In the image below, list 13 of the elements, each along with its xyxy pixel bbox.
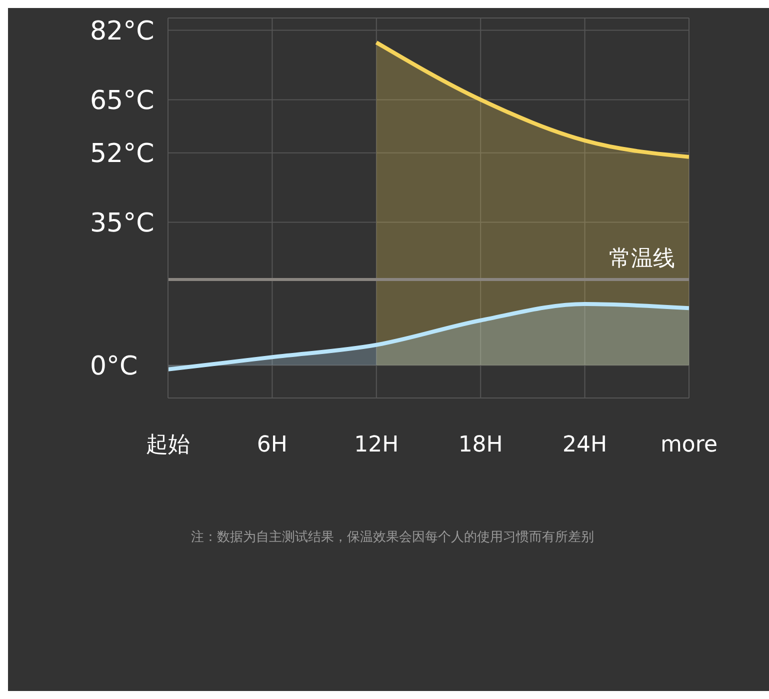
x-tick-label: 18H bbox=[458, 432, 503, 458]
y-tick-label: 35°C bbox=[90, 208, 154, 239]
y-tick-label: 65°C bbox=[90, 86, 154, 116]
x-tick-label: 12H bbox=[354, 432, 399, 458]
text: 注：数据为自主测试结果，保温效果会因每个人的使用习惯而有所差别 bbox=[190, 529, 595, 546]
y-tick-label: 0°C bbox=[90, 352, 138, 382]
y-tick-label: 82°C bbox=[90, 16, 154, 46]
x-tick-label: 起始 bbox=[146, 432, 190, 458]
x-tick-label: 6H bbox=[256, 432, 288, 458]
y-tick-label: 52°C bbox=[90, 139, 154, 170]
x-tick-label: 24H bbox=[562, 432, 608, 458]
ref-line-label: 常温线 bbox=[609, 246, 675, 272]
x-tick-label: more bbox=[660, 432, 718, 458]
